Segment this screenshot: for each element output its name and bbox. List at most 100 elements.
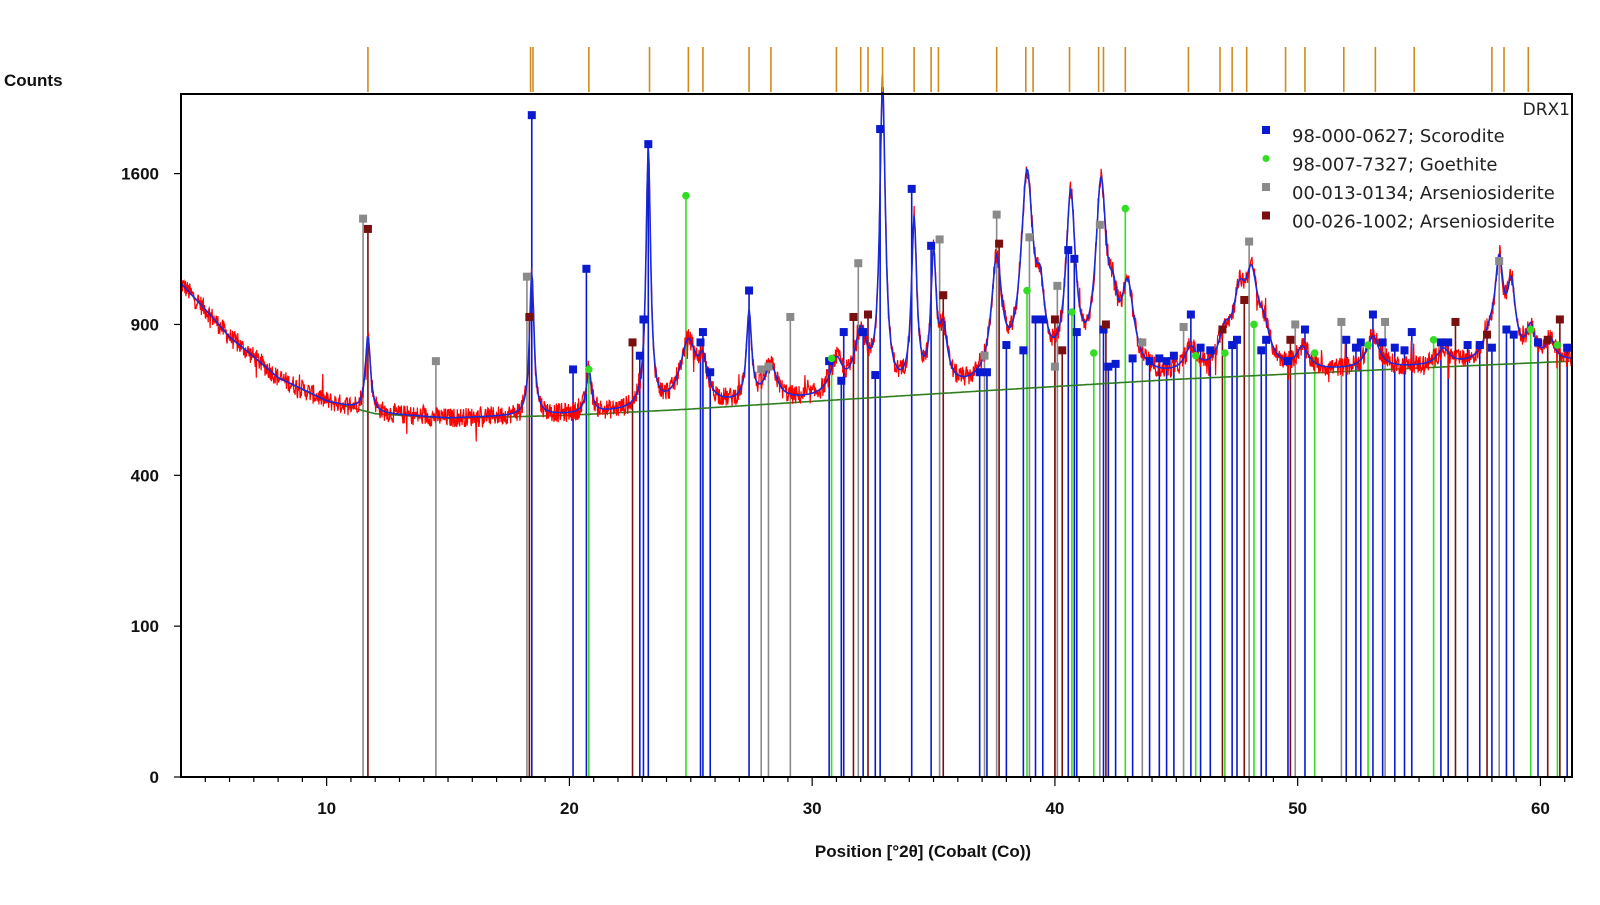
reference-marker-scorodite	[1196, 343, 1205, 352]
x-tick-label: 20	[560, 799, 579, 818]
reference-marker-scorodite	[1436, 338, 1445, 347]
reference-marker-scorodite	[1509, 330, 1518, 339]
reference-marker-arseniosiderite_026	[939, 291, 948, 300]
reference-marker-scorodite	[1378, 338, 1387, 347]
y-tick-label: 0	[150, 768, 159, 787]
reference-marker-goethite	[1429, 335, 1438, 344]
reference-marker-arseniosiderite_026	[1101, 320, 1110, 329]
reference-marker-scorodite	[1262, 335, 1271, 344]
reference-marker-scorodite	[1463, 341, 1472, 350]
reference-marker-scorodite	[1487, 343, 1496, 352]
series-title: DRX1	[1523, 100, 1570, 120]
reference-marker-arseniosiderite_026	[1050, 315, 1059, 324]
reference-marker-scorodite	[1111, 359, 1120, 368]
reference-marker-scorodite	[1038, 315, 1047, 324]
reference-marker-scorodite	[1283, 357, 1292, 366]
reference-marker-arseniosiderite_013	[980, 351, 989, 360]
reference-marker-scorodite	[696, 338, 705, 347]
reference-marker-arseniosiderite_013	[1495, 257, 1504, 266]
reference-marker-scorodite	[1070, 254, 1079, 263]
x-tick-label: 60	[1531, 799, 1550, 818]
reference-marker-arseniosiderite_013	[1179, 322, 1188, 331]
reference-marker-goethite	[1191, 351, 1200, 360]
reference-marker-scorodite	[907, 184, 916, 193]
reference-marker-scorodite	[1031, 315, 1040, 324]
reference-marker-scorodite	[1145, 357, 1154, 366]
reference-marker-scorodite	[569, 365, 578, 374]
reference-marker-arseniosiderite_013	[1138, 338, 1147, 347]
reference-marker-arseniosiderite_026	[995, 239, 1004, 248]
reference-marker-arseniosiderite_026	[849, 312, 858, 321]
x-axis-title: Position [°2θ] (Cobalt (Co))	[815, 842, 1031, 861]
reference-marker-scorodite	[1356, 338, 1365, 347]
reference-marker-arseniosiderite_013	[854, 259, 863, 268]
reference-marker-scorodite	[745, 286, 754, 295]
reference-marker-arseniosiderite_013	[1053, 281, 1062, 290]
reference-marker-arseniosiderite_026	[628, 338, 637, 347]
reference-marker-scorodite	[871, 371, 880, 380]
reference-marker-arseniosiderite_013	[786, 312, 795, 321]
reference-marker-scorodite	[1162, 357, 1171, 366]
reference-marker-scorodite	[1002, 341, 1011, 350]
reference-marker-scorodite	[876, 125, 885, 134]
axes-layer: 10 20 30 40 50 60 0 100 400 900 1600	[121, 165, 1566, 818]
reference-marker-scorodite	[975, 368, 984, 377]
reference-marker-arseniosiderite_013	[1095, 220, 1104, 229]
reference-marker-scorodite	[837, 376, 846, 385]
reference-marker-scorodite	[1400, 346, 1409, 355]
y-tick-label: 400	[131, 466, 159, 485]
plot-frame	[180, 93, 1573, 778]
x-tick-label: 10	[317, 799, 336, 818]
legend-label-arseniosiderite_026: 00-026-1002; Arseniosiderite	[1292, 212, 1555, 233]
reference-marker-goethite	[585, 365, 593, 374]
reference-marker-goethite	[1121, 204, 1130, 213]
legend-label-arseniosiderite_013: 00-013-0134; Arseniosiderite	[1292, 183, 1555, 204]
reference-marker-arseniosiderite_026	[864, 310, 873, 319]
reference-marker-goethite	[1526, 325, 1535, 334]
x-tick-label: 50	[1288, 799, 1307, 818]
legend: 98-000-0627; Scorodite 98-007-7327; Goeth…	[1262, 126, 1555, 233]
reference-marker-scorodite	[1099, 325, 1108, 334]
reference-marker-scorodite	[527, 111, 536, 120]
reference-marker-scorodite	[1300, 325, 1309, 334]
y-tick-label: 900	[131, 315, 159, 334]
reference-marker-arseniosiderite_013	[359, 214, 368, 223]
reference-marker-scorodite	[859, 328, 868, 337]
reference-marker-scorodite	[1228, 341, 1237, 350]
y-tick-label: 100	[131, 617, 159, 636]
reference-marker-goethite	[1089, 349, 1098, 357]
reference-marker-scorodite	[1407, 328, 1416, 337]
reference-marker-scorodite	[1475, 341, 1484, 350]
reference-marker-scorodite	[639, 315, 648, 324]
reference-marker-arseniosiderite_026	[363, 224, 372, 233]
reference-marker-scorodite	[1390, 343, 1399, 352]
legend-marker-goethite	[1262, 155, 1270, 162]
reference-marker-arseniosiderite_013	[1025, 233, 1034, 242]
legend-marker-arseniosiderite_013	[1262, 183, 1270, 191]
reference-marker-scorodite	[1351, 343, 1360, 352]
reference-marker-arseniosiderite_013	[1245, 237, 1254, 246]
reference-marker-arseniosiderite_013	[1291, 320, 1300, 329]
reference-marker-scorodite	[1206, 346, 1215, 355]
reference-marker-arseniosiderite_026	[1543, 335, 1552, 344]
reference-marker-arseniosiderite_013	[757, 365, 766, 374]
reference-marker-scorodite	[1128, 354, 1137, 363]
reference-marker-scorodite	[1104, 362, 1113, 371]
reference-marker-scorodite	[1064, 246, 1073, 255]
reference-marker-scorodite	[698, 328, 707, 337]
reference-marker-scorodite	[1368, 310, 1377, 319]
reference-marker-goethite	[1364, 341, 1372, 349]
reference-marker-scorodite	[582, 264, 591, 273]
reference-marker-scorodite	[839, 328, 848, 337]
reference-marker-goethite	[1068, 308, 1076, 316]
reference-marker-scorodite	[1563, 343, 1572, 352]
reference-marker-scorodite	[644, 140, 653, 149]
reference-marker-scorodite	[1155, 354, 1164, 363]
reference-marker-scorodite	[1186, 310, 1195, 319]
reference-marker-scorodite	[1444, 338, 1453, 347]
reference-lines-layer	[362, 115, 1568, 777]
reference-marker-scorodite	[1534, 338, 1543, 347]
calculated-pattern	[180, 86, 1572, 419]
